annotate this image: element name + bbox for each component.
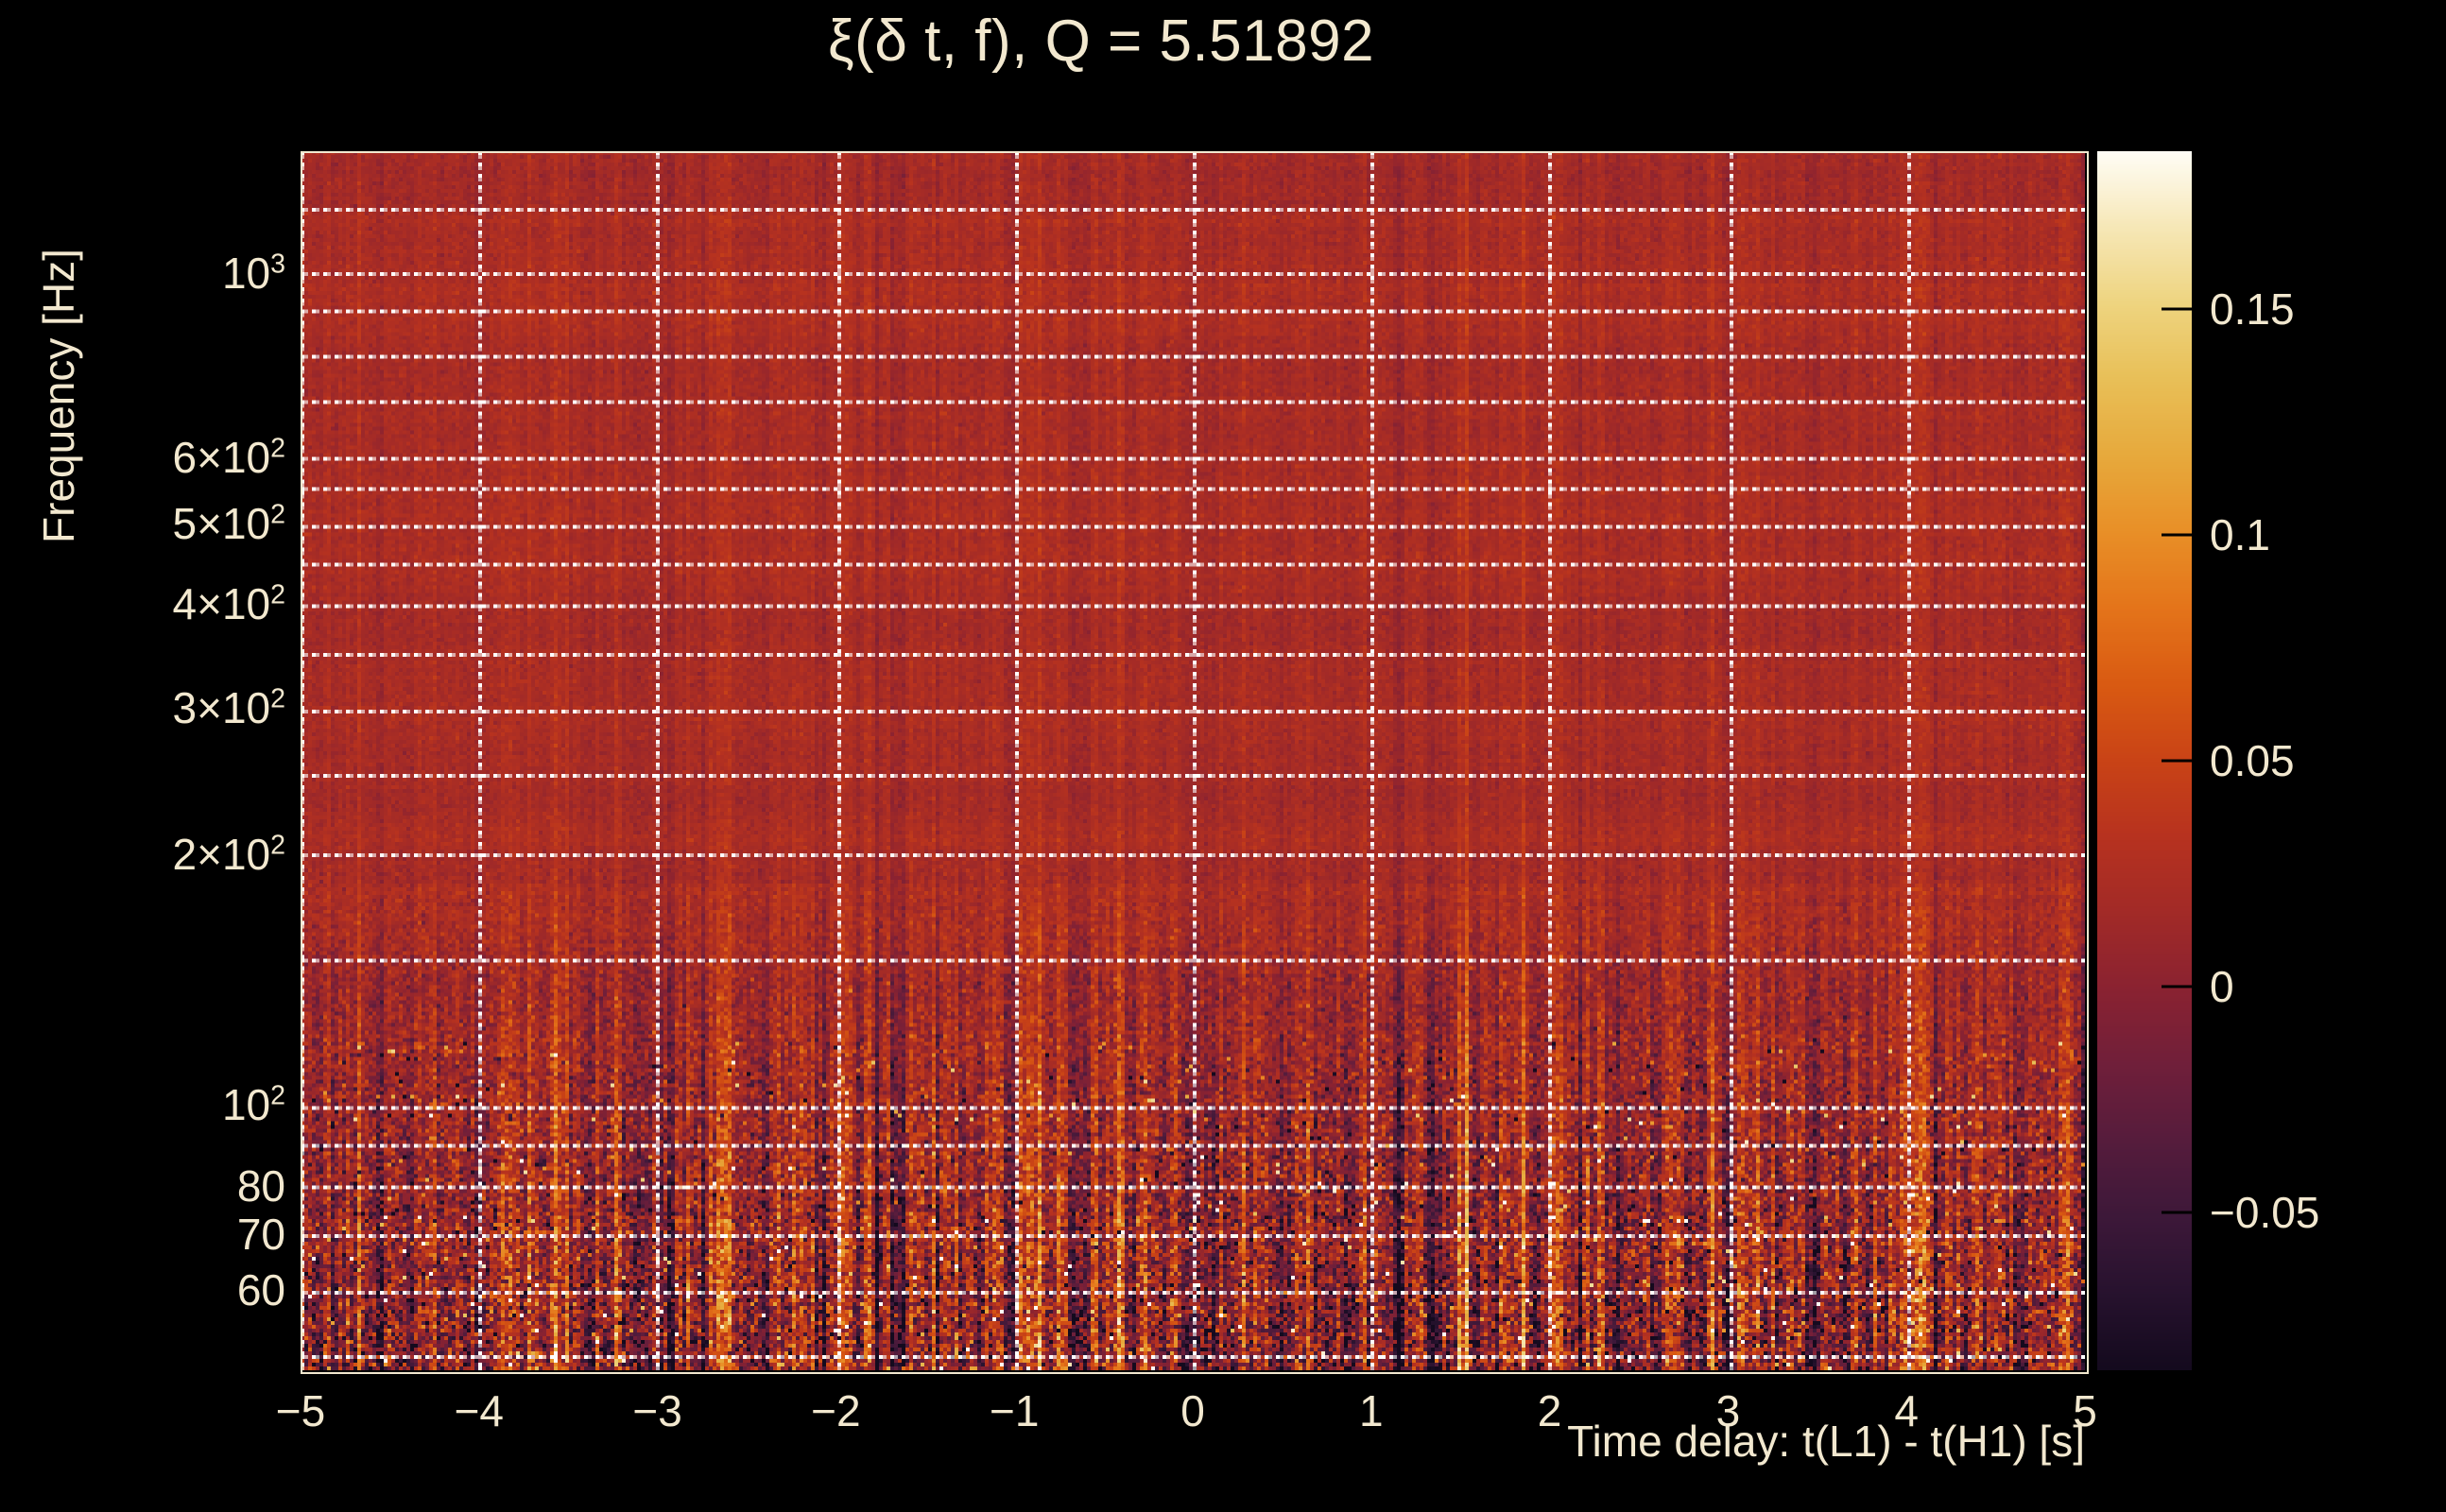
- colorbar-tick-label: −0.05: [2210, 1187, 2320, 1237]
- x-tick-label: 3: [1715, 1386, 1741, 1435]
- x-tick-label: 5: [2073, 1386, 2097, 1435]
- x-tick-label: 1: [1359, 1386, 1384, 1435]
- x-axis-title: Time delay: t(L1) - t(H1) [s]: [1567, 1417, 2085, 1466]
- y-tick-label: 6×102: [172, 433, 285, 483]
- y-tick-label: 70: [236, 1209, 285, 1259]
- x-tick-label: 4: [1894, 1386, 1919, 1435]
- colorbar: [2097, 151, 2192, 1370]
- colorbar-tick-label: 0.05: [2210, 736, 2295, 785]
- colorbar-tick-label: 0.1: [2210, 510, 2270, 560]
- y-tick-label: 2×102: [172, 830, 285, 880]
- x-tick-label: 0: [1180, 1386, 1205, 1435]
- y-tick-label: 103: [221, 248, 285, 298]
- heatmap-plot-area: [301, 151, 2085, 1370]
- colorbar-tick: [2162, 307, 2192, 311]
- page-title: ξ(δ t, f), Q = 5.51892: [827, 9, 1375, 74]
- y-tick-label: 5×102: [172, 498, 285, 548]
- colorbar-tick-label: 0: [2210, 961, 2234, 1011]
- y-axis-title: Frequency [Hz]: [34, 249, 83, 543]
- x-tick-label: −2: [811, 1386, 861, 1435]
- y-tick-label: 80: [236, 1160, 285, 1211]
- heatmap-canvas: [301, 151, 2085, 1370]
- x-tick-label: −5: [275, 1386, 326, 1435]
- y-tick-label: 60: [236, 1264, 285, 1314]
- y-tick-label: 4×102: [172, 579, 285, 629]
- colorbar-tick: [2162, 1211, 2192, 1214]
- x-tick-label: 2: [1537, 1386, 1562, 1435]
- y-tick-label: 102: [221, 1080, 285, 1130]
- colorbar-tick: [2162, 759, 2192, 763]
- x-tick-label: −4: [454, 1386, 505, 1435]
- colorbar-tick: [2162, 985, 2192, 988]
- y-tick-label: 3×102: [172, 683, 285, 733]
- colorbar-tick-label: 0.15: [2210, 284, 2295, 335]
- colorbar-tick: [2162, 533, 2192, 537]
- x-tick-label: −3: [632, 1386, 682, 1435]
- x-tick-label: −1: [989, 1386, 1040, 1435]
